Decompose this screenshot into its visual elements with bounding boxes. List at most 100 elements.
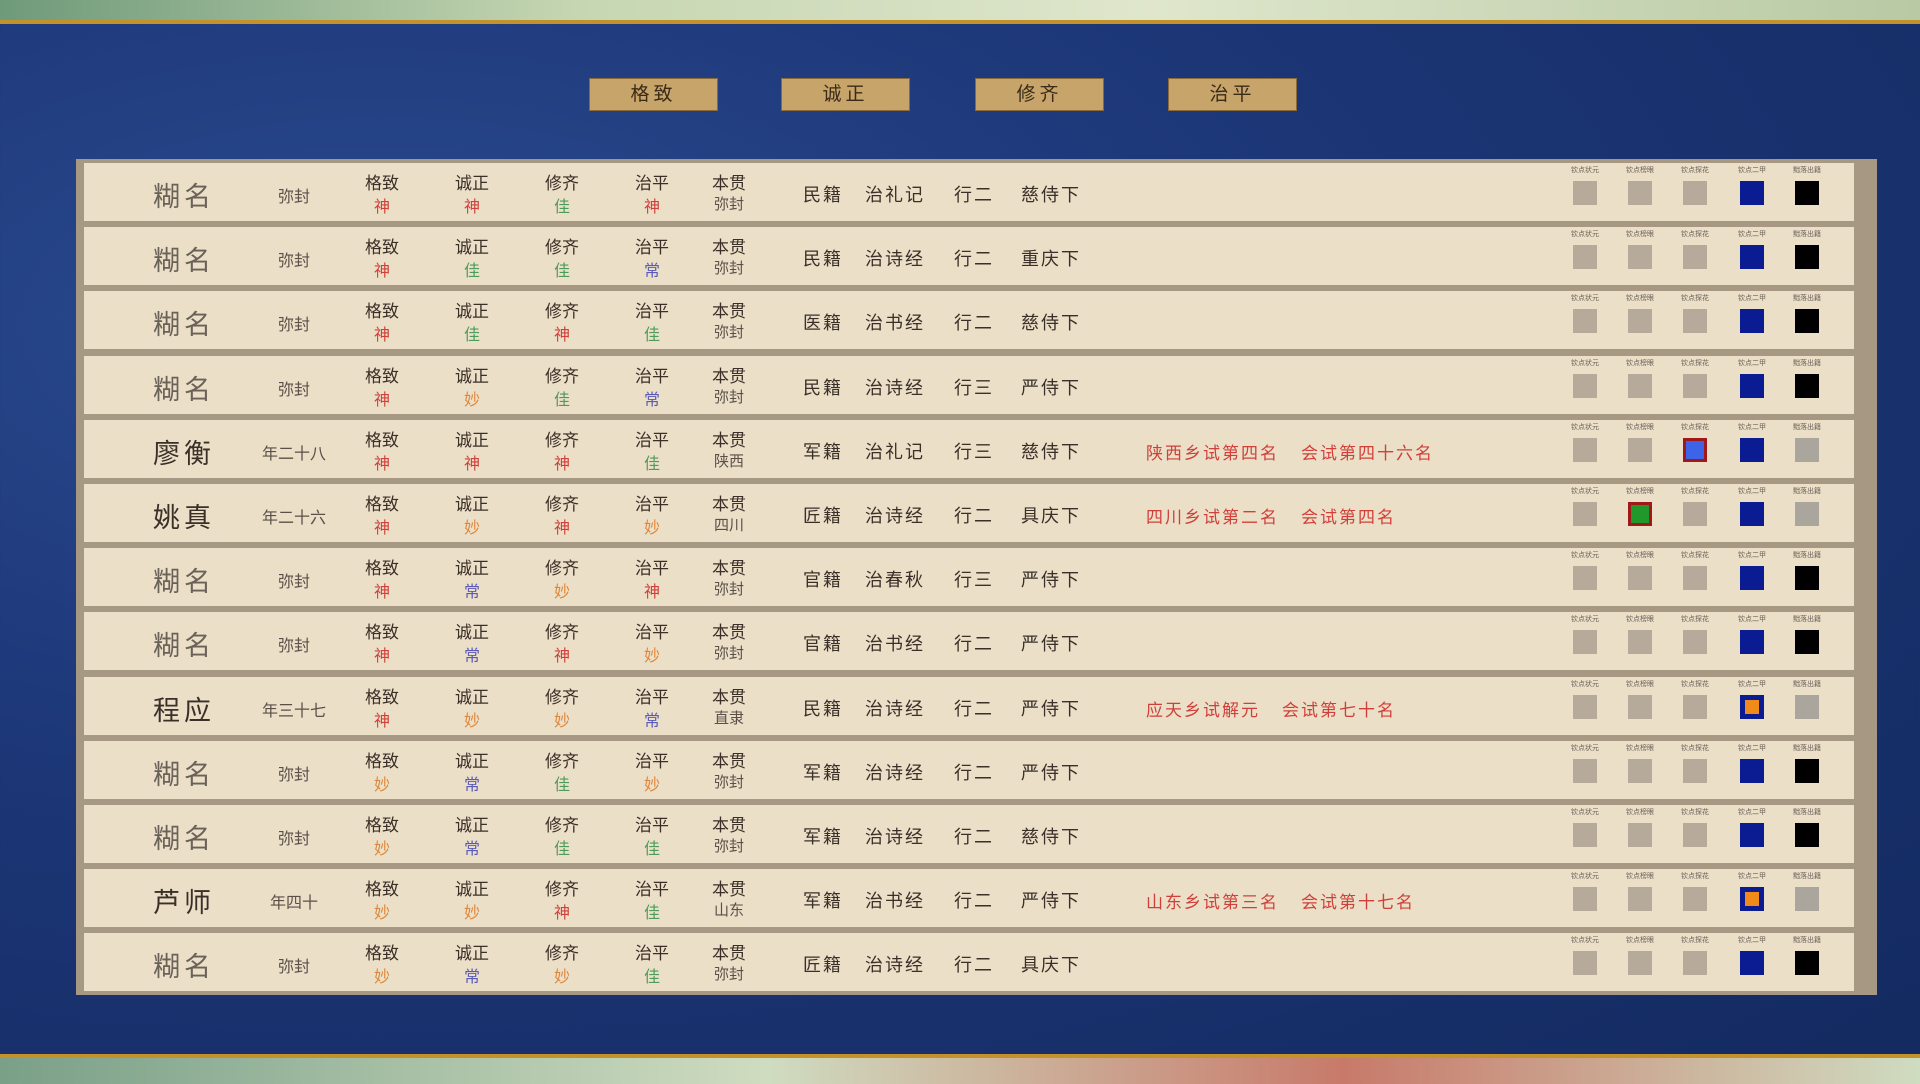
choice-box[interactable] <box>1683 887 1707 912</box>
tab-button[interactable]: 修齐 <box>975 78 1104 111</box>
box-label: 钦点状元 <box>1571 872 1599 881</box>
choice-box[interactable] <box>1573 181 1597 205</box>
candidate-row[interactable]: 糊名 弥封 格致神 诚正常 修齐神 治平妙 本贯 弥封 官籍 治书经 行二 严侍下 钦点状元 钦点榜眼 钦点… <box>84 612 1854 671</box>
registry: 军籍 <box>803 891 843 912</box>
choice-box[interactable] <box>1683 823 1707 847</box>
choice-box[interactable] <box>1740 437 1764 462</box>
candidate-row[interactable]: 糊名 弥封 格致神 诚正佳 修齐佳 治平常 本贯 弥封 民籍 治诗经 行二 重庆下 钦点状元 钦点榜眼 钦点… <box>84 227 1854 286</box>
candidate-age: 弥封 <box>277 574 311 592</box>
choice-box[interactable] <box>1573 630 1597 655</box>
attribute-label: 格致 <box>365 174 399 193</box>
choice-box[interactable] <box>1795 373 1819 398</box>
choice-box[interactable] <box>1795 309 1819 334</box>
choice-box[interactable] <box>1740 245 1764 270</box>
choice-box[interactable] <box>1573 309 1597 334</box>
choice-box[interactable] <box>1573 373 1597 398</box>
origin: 弥封 <box>713 325 745 342</box>
choice-box[interactable] <box>1740 502 1764 526</box>
tab-button[interactable]: 治平 <box>1168 78 1297 111</box>
tab-button[interactable]: 诚正 <box>781 78 910 111</box>
choice-box[interactable] <box>1573 502 1597 526</box>
attribute-grade: 神 <box>373 712 391 730</box>
choice-box[interactable] <box>1573 758 1597 783</box>
choice-box[interactable] <box>1683 437 1707 462</box>
choice-box[interactable] <box>1573 694 1597 719</box>
choice-box[interactable] <box>1628 758 1652 783</box>
origin-label: 本贯 <box>712 944 746 964</box>
choice-box[interactable] <box>1683 758 1707 783</box>
choice-box[interactable] <box>1740 630 1764 655</box>
candidate-row[interactable]: 糊名 弥封 格致妙 诚正常 修齐佳 治平妙 本贯 弥封 军籍 治诗经 行二 严侍下 钦点状元 钦点榜眼 钦点… <box>84 740 1854 799</box>
choice-box[interactable] <box>1740 951 1764 976</box>
choice-box[interactable] <box>1628 951 1652 976</box>
choice-box[interactable] <box>1740 823 1764 847</box>
attribute-label: 诚正 <box>455 302 489 322</box>
choice-box[interactable] <box>1628 181 1652 205</box>
choice-box[interactable] <box>1683 181 1707 205</box>
choice-box[interactable] <box>1683 694 1707 719</box>
choice-box[interactable] <box>1683 245 1707 270</box>
choice-box[interactable] <box>1795 437 1819 462</box>
choice-box[interactable] <box>1628 309 1652 334</box>
choice-box[interactable] <box>1573 887 1597 912</box>
choice-box[interactable] <box>1573 566 1597 591</box>
attribute-grade: 佳 <box>643 841 661 858</box>
choice-box[interactable] <box>1573 951 1597 976</box>
choice-box[interactable] <box>1683 566 1707 591</box>
choice-box[interactable] <box>1795 245 1819 270</box>
candidate-row[interactable]: 姚真 年二十六 格致神 诚正妙 修齐神 治平妙 本贯 四川 匠籍 治诗经 行二 具庆下 四川乡试第二名 会… <box>84 484 1854 542</box>
choice-box[interactable] <box>1573 437 1597 462</box>
choice-box[interactable] <box>1628 823 1652 847</box>
choice-box[interactable] <box>1740 181 1764 205</box>
choice-box[interactable] <box>1683 373 1707 398</box>
choice-box[interactable] <box>1795 502 1819 526</box>
candidate-row[interactable]: 芦师 年四十 格致妙 诚正妙 修齐神 治平佳 本贯 山东 军籍 治书经 行二 严侍下 山东乡试第三名 会试… <box>84 869 1854 928</box>
candidate-row[interactable]: 糊名 弥封 格致妙诚正常修齐佳治平佳本贯 弥封 军籍 治诗经 行二 慈侍下 钦点状元 钦点榜眼 钦点… <box>84 805 1854 863</box>
choice-box[interactable] <box>1628 694 1652 719</box>
candidate-age: 弥封 <box>277 189 311 206</box>
choice-box[interactable] <box>1683 951 1707 976</box>
box-label: 钦点状元 <box>1571 743 1599 752</box>
choice-box[interactable] <box>1683 630 1707 655</box>
candidate-row[interactable]: 廖衡 年二十八 格致神 诚正神 修齐神 治平佳 本贯 陕西 军籍 治礼记 行三 慈侍下 陕西乡试第四名 会… <box>84 419 1854 478</box>
choice-box[interactable] <box>1795 181 1819 205</box>
candidate-row[interactable]: 糊名 弥封 格致神 诚正佳 修齐神 治平佳 本贯 弥封 医籍 治书经 行二 慈侍下 钦点状元 钦点榜眼 钦点… <box>84 291 1854 350</box>
choice-box[interactable] <box>1628 437 1652 462</box>
choice-box[interactable] <box>1573 245 1597 270</box>
choice-box[interactable] <box>1628 373 1652 398</box>
candidate-row[interactable]: 糊名 弥封 格致妙 诚正常 修齐妙 治平佳 本贯 弥封 匠籍 治诗经 行二 具庆下 钦点状元 钦点榜眼 钦点… <box>84 933 1854 992</box>
attribute-label: 治平 <box>635 687 669 707</box>
candidate-row[interactable]: 糊名 弥封 格致神诚正神修齐佳治平神本贯 弥封 民籍 治礼记 行二 慈侍下 钦点状元 钦点榜眼 钦点… <box>84 163 1854 221</box>
box-label: 钦点榜眼 <box>1626 294 1654 303</box>
choice-box[interactable] <box>1795 823 1819 847</box>
choice-box[interactable] <box>1628 566 1652 591</box>
choice-box[interactable] <box>1740 758 1764 783</box>
choice-box[interactable] <box>1795 758 1819 783</box>
sibling-rank: 行二 <box>954 249 994 270</box>
choice-box[interactable] <box>1683 309 1707 334</box>
origin: 弥封 <box>713 839 745 855</box>
candidate-list: 糊名 弥封 格致神诚正神修齐佳治平神本贯 弥封 民籍 治礼记 行二 慈侍下 钦点状元 钦点榜眼 钦点… <box>76 159 1877 995</box>
choice-box[interactable] <box>1683 502 1707 526</box>
choice-box[interactable] <box>1740 566 1764 591</box>
choice-box[interactable] <box>1740 373 1764 398</box>
choice-box[interactable] <box>1628 502 1652 526</box>
choice-box[interactable] <box>1628 887 1652 912</box>
choice-box[interactable] <box>1795 887 1819 912</box>
choice-box[interactable] <box>1740 309 1764 334</box>
tab-button[interactable]: 格致 <box>589 78 718 111</box>
choice-box[interactable] <box>1795 566 1819 591</box>
choice-box[interactable] <box>1740 887 1764 912</box>
attribute-grade: 妙 <box>463 520 481 537</box>
attribute-label: 诚正 <box>455 944 489 964</box>
choice-box[interactable] <box>1573 823 1597 847</box>
choice-box[interactable] <box>1795 630 1819 655</box>
candidate-row[interactable]: 糊名 弥封 格致神 诚正常 修齐妙 治平神 本贯 弥封 官籍 治春秋 行三 严侍下 钦点状元 钦点榜眼 钦点… <box>84 548 1854 607</box>
choice-box[interactable] <box>1795 694 1819 719</box>
candidate-row[interactable]: 糊名 弥封 格致神 诚正妙 修齐佳 治平常 本贯 弥封 民籍 治诗经 行三 严侍下 钦点状元 钦点榜眼 钦点… <box>84 355 1854 414</box>
choice-box[interactable] <box>1740 694 1764 719</box>
candidate-row[interactable]: 程应 年三十七 格致神 诚正妙 修齐妙 治平常 本贯 直隶 民籍 治诗经 行二 严侍下 应天乡试解元 会试… <box>84 676 1854 735</box>
choice-box[interactable] <box>1628 245 1652 270</box>
choice-box[interactable] <box>1795 951 1819 976</box>
choice-box[interactable] <box>1628 630 1652 655</box>
